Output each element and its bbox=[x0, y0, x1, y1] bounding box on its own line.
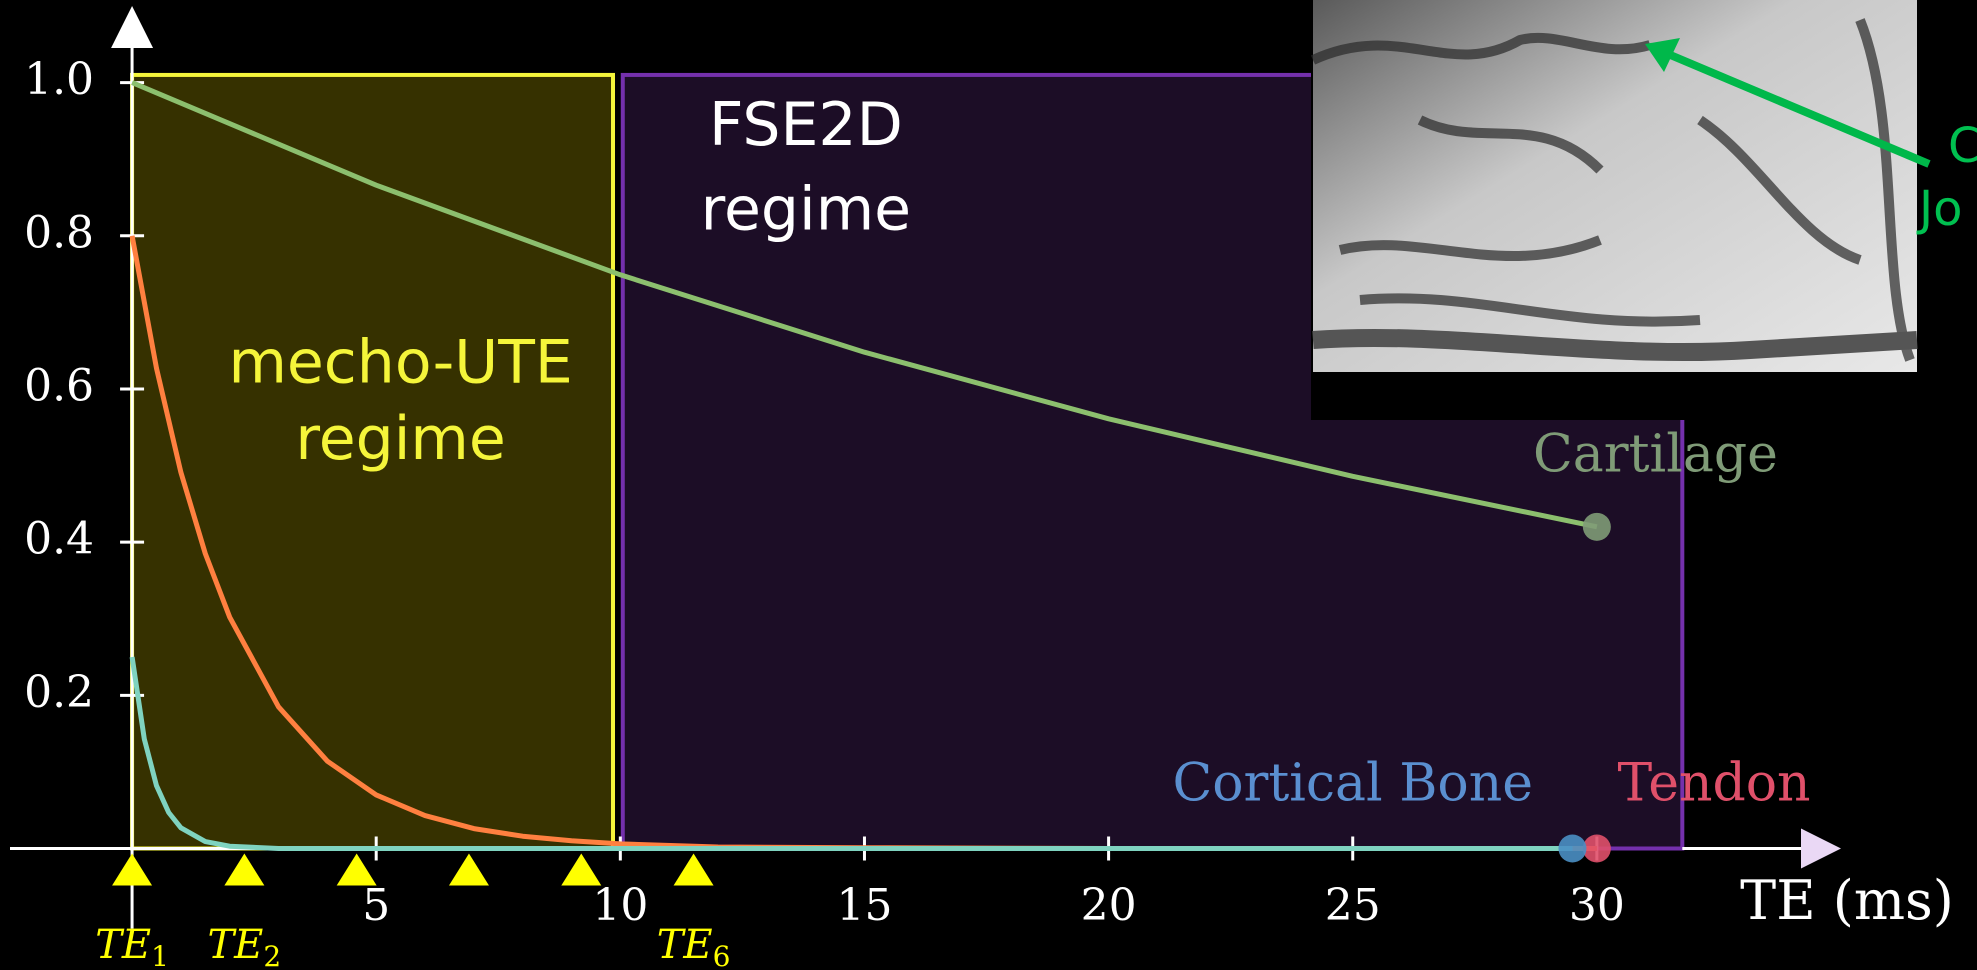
mri-photo: C Jo bbox=[1311, 0, 1977, 420]
y-tick-label: 0.6 bbox=[24, 360, 94, 411]
x-axis-label: TE (ms) bbox=[1740, 869, 1954, 932]
te-marker bbox=[449, 854, 489, 886]
te-label-sub: 2 bbox=[263, 940, 281, 970]
image-annotation: C bbox=[1948, 118, 1977, 174]
x-tick-label: 30 bbox=[1569, 880, 1625, 931]
te-label-text: TE bbox=[657, 922, 713, 968]
image-annotation: Jo bbox=[1916, 181, 1963, 237]
te-marker bbox=[337, 854, 377, 886]
y-tick-label: 0.8 bbox=[24, 207, 94, 258]
te-label-text: TE bbox=[208, 922, 264, 968]
te-label-sub: 6 bbox=[713, 940, 731, 970]
page: CJomecho-UTEregimeFSE2Dregime0.20.40.60.… bbox=[0, 0, 1977, 970]
y-axis-arrow bbox=[111, 6, 153, 48]
x-axis-arrow bbox=[1801, 829, 1841, 869]
te-label: TE1 bbox=[95, 922, 169, 970]
x-tick-label: 15 bbox=[836, 880, 892, 931]
te-marker bbox=[224, 854, 264, 886]
x-tick-label: 20 bbox=[1081, 880, 1137, 931]
te-label: TE6 bbox=[657, 922, 731, 970]
te-label-text: TE bbox=[95, 922, 151, 968]
x-tick-label: 10 bbox=[592, 880, 648, 931]
series-end-dot bbox=[1558, 835, 1586, 863]
y-tick-label: 0.4 bbox=[24, 514, 94, 565]
y-tick-label: 1.0 bbox=[24, 54, 94, 105]
region-label: mecho-UTE bbox=[228, 328, 572, 398]
series-end-dot bbox=[1583, 513, 1611, 541]
te-label-sub: 1 bbox=[151, 940, 169, 970]
series-label: Cartilage bbox=[1533, 424, 1778, 484]
region-label: FSE2D bbox=[709, 90, 903, 160]
te-marker bbox=[112, 854, 152, 886]
series-end-dot bbox=[1583, 835, 1611, 863]
region-label: regime bbox=[701, 174, 911, 244]
te-marker bbox=[561, 854, 601, 886]
te-marker bbox=[674, 854, 714, 886]
x-tick-label: 5 bbox=[362, 880, 390, 931]
chart: CJomecho-UTEregimeFSE2Dregime0.20.40.60.… bbox=[0, 0, 1977, 970]
x-tick-label: 25 bbox=[1325, 880, 1381, 931]
series-label: Tendon bbox=[1618, 754, 1811, 814]
te-label: TE2 bbox=[208, 922, 282, 970]
y-tick-label: 0.2 bbox=[24, 667, 94, 718]
region-label: regime bbox=[295, 404, 505, 474]
series-label: Cortical Bone bbox=[1172, 754, 1533, 814]
